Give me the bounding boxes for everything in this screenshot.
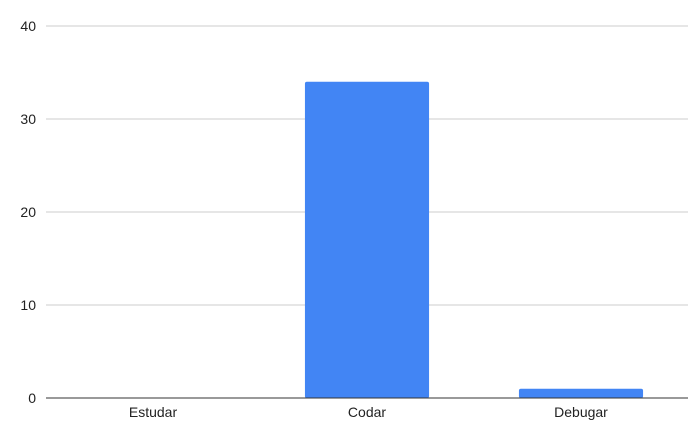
y-axis-tick-labels: 0 10 20 30 40 xyxy=(20,18,36,406)
x-axis-tick-labels: Estudar Codar Debugar xyxy=(129,404,608,420)
x-tick-label-debugar: Debugar xyxy=(554,404,608,420)
y-tick-label: 0 xyxy=(28,390,36,406)
bar-codar xyxy=(304,81,430,399)
y-tick-label: 20 xyxy=(20,204,36,220)
y-tick-label: 40 xyxy=(20,18,36,34)
y-tick-label: 30 xyxy=(20,111,36,127)
bar-debugar xyxy=(518,388,644,398)
x-tick-label-codar: Codar xyxy=(348,404,386,420)
y-tick-label: 10 xyxy=(20,297,36,313)
bars xyxy=(304,81,644,399)
x-tick-label-estudar: Estudar xyxy=(129,404,178,420)
